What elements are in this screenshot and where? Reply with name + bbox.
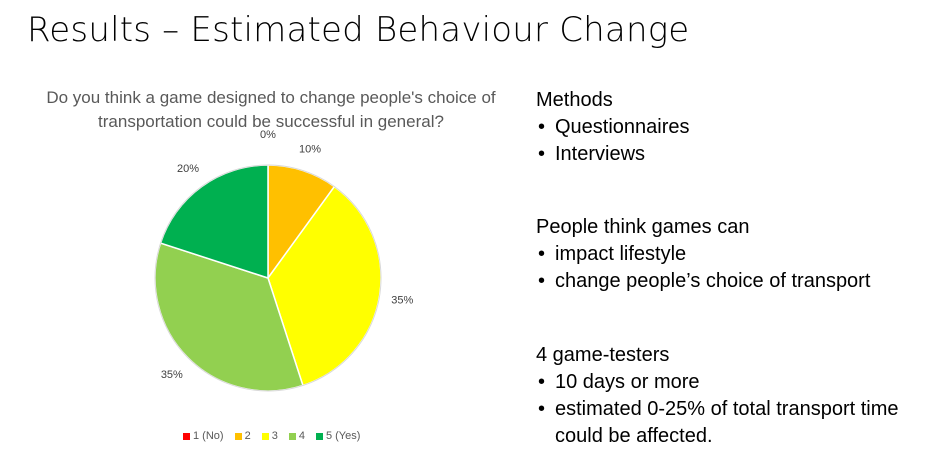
chart-legend: 1 (No) 2 3 4 5 (Yes)	[183, 430, 360, 442]
legend-label: 2	[244, 430, 251, 442]
bullet-item: 10 days or more	[536, 369, 916, 396]
legend-label: 4	[298, 430, 305, 442]
legend-label: 3	[271, 430, 278, 442]
legend-item-5: 5 (Yes)	[315, 430, 361, 442]
testers-section: 4 game-testers 10 days or more estimated…	[536, 342, 916, 450]
legend-swatch	[315, 432, 323, 440]
legend-swatch	[261, 432, 269, 440]
legend-label: 1 (No)	[193, 430, 224, 442]
slide-title: Results – Estimated Behaviour Change	[27, 10, 690, 50]
bullet-item: Interviews	[536, 141, 690, 168]
bullet-item: Questionnaires	[536, 114, 690, 141]
legend-item-4: 4	[288, 430, 305, 442]
pie-data-label-2: 10%	[299, 144, 321, 156]
opinion-section: People think games can impact lifestyle …	[536, 214, 870, 295]
pie-data-label-1: 0%	[260, 129, 276, 141]
legend-swatch	[183, 432, 190, 440]
legend-swatch	[234, 432, 242, 440]
chart-title: Do you think a game designed to change p…	[46, 88, 496, 131]
legend-item-1: 1 (No)	[183, 430, 224, 442]
legend-swatch	[288, 432, 296, 440]
pie-data-label-4: 35%	[161, 369, 183, 381]
bullet-item: change people’s choice of transport	[536, 268, 870, 295]
legend-item-2: 2	[234, 430, 251, 442]
methods-section: Methods Questionnaires Interviews	[536, 87, 690, 168]
legend-item-3: 3	[261, 430, 278, 442]
section-heading: People think games can	[536, 216, 750, 238]
bullet-item: estimated 0-25% of total transport time …	[536, 396, 916, 450]
pie-data-label-5: 20%	[177, 163, 199, 175]
pie-outline	[154, 164, 382, 392]
section-heading: 4 game-testers	[536, 344, 670, 366]
pie-data-label-3: 35%	[391, 294, 413, 306]
bullet-item: impact lifestyle	[536, 241, 870, 268]
legend-label: 5 (Yes)	[325, 430, 361, 442]
section-heading: Methods	[536, 89, 613, 111]
